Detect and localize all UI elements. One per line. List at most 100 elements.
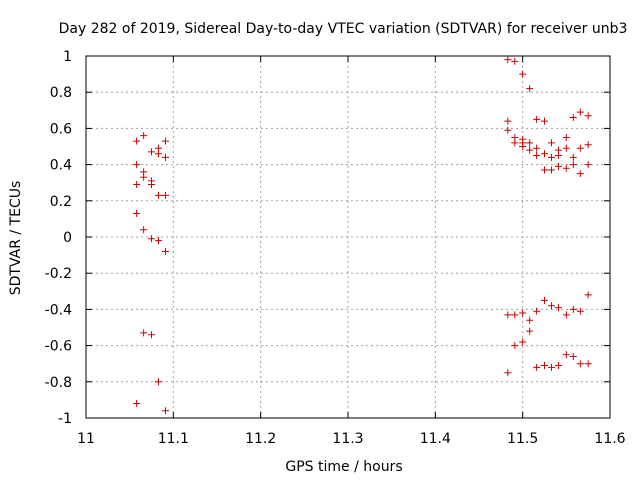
data-point: [541, 362, 548, 370]
data-point: [584, 112, 592, 120]
data-point: [504, 126, 512, 134]
data-point: [547, 139, 555, 147]
y-tick-label: 0.8: [50, 85, 72, 101]
x-tick-label: 11.4: [420, 431, 451, 447]
data-point: [569, 153, 577, 161]
x-tick-labels: 11 11.1 11.2 11.3 11.4 11.5 11.6: [77, 431, 626, 447]
data-point: [519, 338, 527, 346]
data-point: [161, 247, 169, 255]
data-point: [511, 139, 519, 147]
data-point: [133, 209, 141, 217]
y-tick-label: 0.6: [50, 121, 72, 137]
data-point: [148, 181, 155, 189]
data-point: [576, 108, 584, 116]
y-axis-label: SDTVAR / TECUs: [8, 181, 24, 296]
data-point: [140, 329, 148, 337]
data-point: [569, 114, 577, 122]
data-point: [562, 144, 570, 152]
data-point: [154, 378, 162, 386]
data-points: [133, 56, 592, 415]
data-point: [526, 146, 534, 154]
data-point: [526, 316, 534, 324]
x-tick-label: 11: [77, 431, 95, 447]
data-point: [504, 56, 512, 64]
y-tick-label: 1: [63, 49, 72, 65]
y-tick-label: -1: [58, 411, 72, 427]
data-point: [533, 115, 541, 123]
data-point: [584, 291, 592, 299]
data-point: [511, 311, 519, 319]
y-tick-label: -0.8: [45, 375, 72, 391]
data-point: [576, 170, 584, 178]
data-point: [541, 117, 548, 125]
x-tick-label: 11.3: [332, 431, 363, 447]
data-point: [547, 363, 555, 371]
data-point: [161, 153, 169, 161]
data-point: [504, 311, 512, 319]
data-point: [148, 235, 155, 243]
data-point: [584, 161, 592, 169]
data-point: [584, 141, 592, 149]
data-point: [533, 144, 541, 152]
data-point: [504, 369, 512, 377]
data-point: [533, 363, 541, 371]
y-tick-labels: -1 -0.8 -0.6 -0.4 -0.2 0 0.2 0.4 0.6 0.8 1: [45, 49, 72, 427]
data-point: [576, 360, 584, 368]
data-point: [526, 139, 534, 147]
data-point: [576, 144, 584, 152]
data-point: [541, 296, 548, 304]
data-point: [133, 400, 141, 408]
y-tick-label: 0: [63, 230, 72, 246]
chart-title: Day 282 of 2019, Sidereal Day-to-day VTE…: [59, 21, 628, 37]
data-point: [526, 327, 534, 335]
y-tick-label: -0.2: [45, 266, 72, 282]
grid: [86, 56, 610, 418]
data-point: [154, 237, 162, 245]
data-point: [140, 132, 148, 140]
data-point: [562, 164, 570, 172]
y-tick-label: -0.4: [45, 302, 72, 318]
data-point: [161, 191, 169, 199]
data-point: [140, 173, 148, 181]
data-point: [562, 311, 570, 319]
data-point: [154, 150, 162, 158]
data-point: [547, 302, 555, 310]
data-point: [519, 143, 527, 150]
data-point: [526, 85, 534, 93]
data-point: [133, 161, 141, 169]
data-point: [576, 307, 584, 315]
data-point: [569, 161, 577, 169]
data-point: [554, 162, 562, 170]
data-point: [133, 137, 141, 145]
data-point: [504, 117, 512, 125]
x-axis-label: GPS time / hours: [285, 459, 402, 475]
data-point: [161, 137, 169, 145]
data-point: [511, 57, 519, 65]
y-tick-label: -0.6: [45, 339, 72, 355]
data-point: [541, 150, 548, 158]
data-point: [547, 153, 555, 161]
x-tick-label: 11.6: [594, 431, 625, 447]
data-point: [140, 226, 148, 234]
x-tick-label: 11.2: [245, 431, 276, 447]
data-point: [554, 152, 562, 160]
x-tick-label: 11.5: [507, 431, 538, 447]
data-point: [148, 148, 155, 156]
data-point: [133, 181, 141, 189]
data-point: [533, 152, 541, 160]
y-tick-label: 0.2: [50, 194, 72, 210]
data-point: [547, 166, 555, 174]
data-point: [148, 331, 155, 339]
data-point: [161, 407, 169, 415]
data-point: [154, 191, 162, 199]
data-point: [569, 352, 577, 360]
x-tick-label: 11.1: [158, 431, 189, 447]
data-point: [519, 70, 527, 78]
data-point: [511, 342, 519, 350]
data-point: [554, 362, 562, 370]
data-point: [584, 360, 592, 368]
data-point: [519, 309, 527, 317]
data-point: [541, 166, 548, 174]
y-tick-label: 0.4: [50, 158, 72, 174]
